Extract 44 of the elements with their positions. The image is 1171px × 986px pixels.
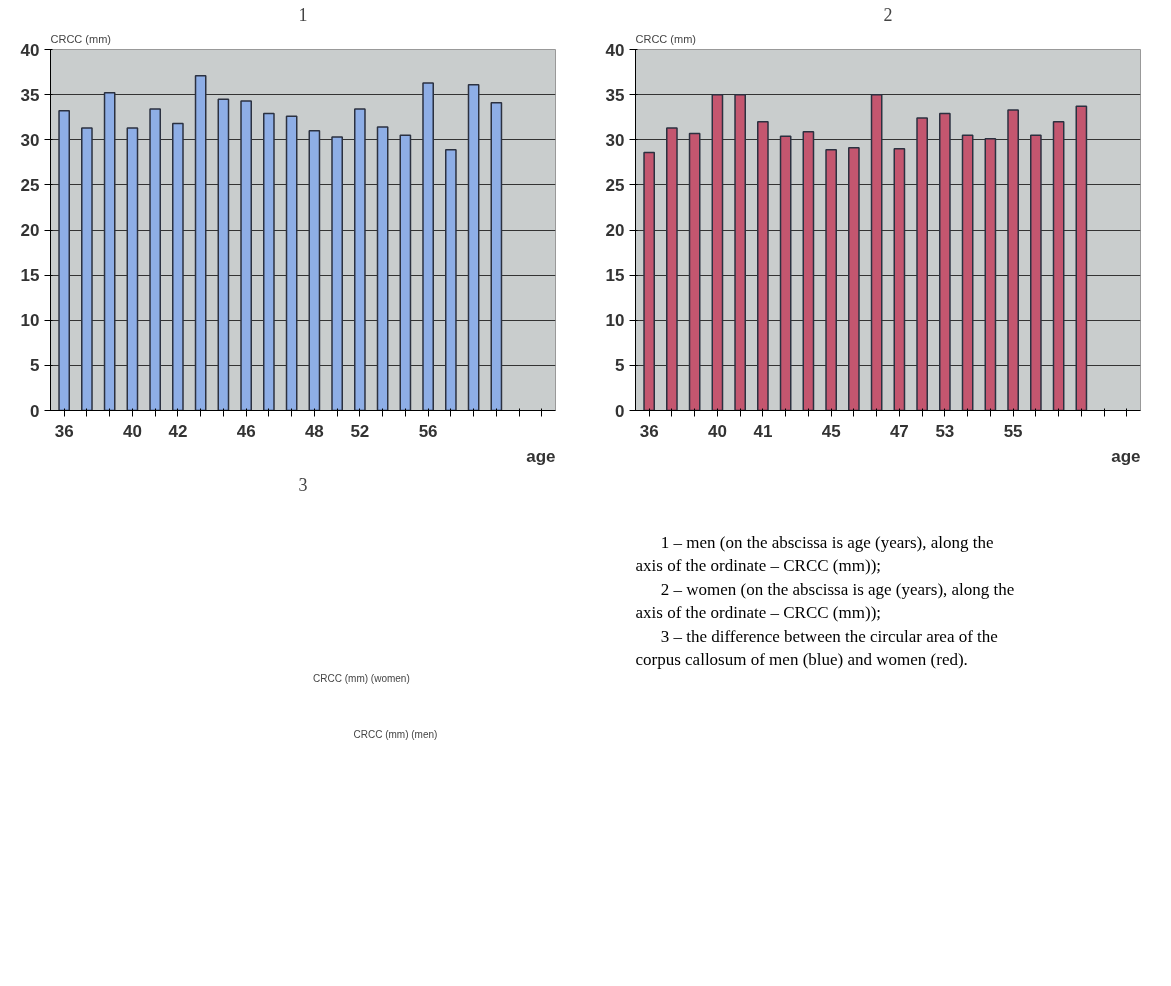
x-axis-title: age: [526, 446, 556, 466]
x-tick-label: 46: [236, 421, 256, 441]
text: 2 – women (on the abscissa is age (years), along the axis of the ordinate – CRCC (mm));: [635, 579, 1015, 623]
y-tick-label: 40: [20, 40, 40, 60]
y-tick-label: 35: [20, 85, 40, 105]
text: 3 – the difference between the circular area of the corpus callosum of men (blue) and women (red).: [635, 626, 998, 670]
y-tick-label: 40: [605, 40, 625, 60]
y-tick-label: 5: [30, 356, 40, 376]
y-tick-label: 15: [605, 266, 625, 286]
x-tick-label: 55: [1003, 421, 1023, 441]
text: CRCC (mm) (women): [313, 672, 410, 684]
x-tick-label: 52: [350, 421, 370, 441]
x-tick-label: 42: [168, 421, 188, 441]
x-tick-label: 47: [889, 421, 909, 441]
x-axis-title: age: [1111, 446, 1141, 466]
y-axis-title: CRCC (mm): [635, 32, 696, 45]
y-tick-label: 5: [615, 356, 625, 376]
x-tick-label: 36: [54, 421, 74, 441]
text: 3: [298, 474, 308, 495]
x-tick-label: 36: [639, 421, 659, 441]
text: 1 – men (on the abscissa is age (years), along the axis of the ordinate – CRCC (mm));: [635, 532, 994, 576]
y-tick-label: 0: [615, 401, 625, 421]
y-tick-label: 0: [30, 401, 40, 421]
x-tick-label: 53: [935, 421, 955, 441]
x-tick-label: 48: [304, 421, 324, 441]
y-tick-label: 20: [605, 221, 625, 240]
x-tick-label: 40: [707, 421, 727, 441]
x-tick-label: 45: [821, 421, 841, 441]
y-tick-label: 10: [20, 311, 40, 331]
y-tick-label: 20: [20, 221, 40, 240]
text: CRCC (mm) (men): [353, 728, 438, 740]
chart-title: 2: [883, 4, 893, 25]
y-tick-label: 15: [20, 266, 40, 286]
y-tick-label: 30: [605, 130, 625, 150]
chart-title: 1: [298, 4, 308, 25]
y-tick-label: 25: [20, 175, 40, 195]
y-tick-label: 10: [605, 311, 625, 331]
y-tick-label: 35: [605, 85, 625, 105]
x-tick-label: 40: [122, 421, 142, 441]
y-axis-title: CRCC (mm): [50, 32, 111, 45]
x-tick-label: 56: [418, 421, 438, 441]
x-tick-label: 41: [753, 421, 773, 441]
y-tick-label: 25: [605, 175, 625, 195]
y-tick-label: 30: [20, 130, 40, 150]
